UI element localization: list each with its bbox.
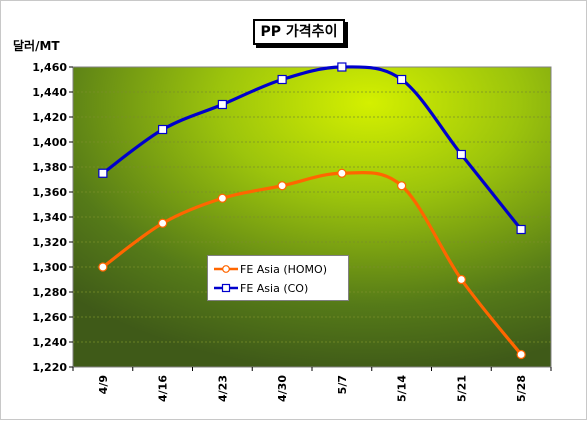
y-tick-label: 1,340	[32, 211, 67, 224]
x-tick-label: 4/9	[97, 375, 110, 394]
data-point	[217, 193, 227, 203]
legend-swatch-homo	[214, 265, 238, 273]
data-point	[456, 274, 466, 285]
y-axis-label: 달러/MT	[13, 39, 60, 53]
data-point	[337, 62, 347, 72]
data-point	[158, 218, 168, 228]
y-tick-label: 1,460	[32, 61, 67, 74]
x-tick-label: 5/28	[515, 375, 528, 402]
plot-area	[72, 66, 552, 368]
x-tick-label: 4/16	[157, 375, 170, 402]
data-point	[277, 181, 287, 191]
y-tick-label: 1,320	[32, 236, 67, 249]
legend: FE Asia (HOMO) FE Asia (CO)	[207, 255, 349, 301]
y-tick-label: 1,400	[32, 136, 67, 149]
data-point	[158, 124, 168, 135]
y-tick-label: 1,240	[32, 336, 67, 349]
data-point	[456, 149, 466, 160]
x-tick-label: 5/7	[336, 375, 349, 394]
y-tick-label: 1,440	[32, 86, 67, 99]
y-tick-label: 1,300	[32, 261, 67, 274]
data-point	[397, 181, 407, 191]
data-point	[277, 74, 287, 85]
legend-label-co: FE Asia (CO)	[240, 281, 309, 295]
legend-item-homo: FE Asia (HOMO)	[214, 261, 327, 277]
y-tick-label: 1,280	[32, 286, 67, 299]
data-point	[337, 168, 347, 178]
legend-swatch-co	[214, 283, 238, 293]
data-point	[217, 99, 227, 110]
x-tick-label: 5/14	[396, 375, 409, 402]
y-tick-label: 1,380	[32, 161, 67, 174]
x-tick-label: 4/23	[216, 375, 229, 402]
data-point	[98, 262, 108, 272]
x-tick-label: 5/21	[455, 375, 468, 402]
y-tick-label: 1,220	[32, 361, 67, 374]
x-tick-label: 4/30	[276, 375, 289, 402]
data-point	[98, 168, 108, 178]
legend-item-co: FE Asia (CO)	[214, 280, 308, 296]
data-point	[516, 224, 526, 235]
chart-title: PP 가격추이	[253, 19, 345, 45]
data-point	[397, 74, 407, 85]
y-tick-label: 1,420	[32, 111, 67, 124]
data-point	[516, 349, 526, 360]
legend-label-homo: FE Asia (HOMO)	[240, 262, 327, 276]
y-tick-label: 1,260	[32, 311, 67, 324]
y-tick-label: 1,360	[32, 186, 67, 199]
